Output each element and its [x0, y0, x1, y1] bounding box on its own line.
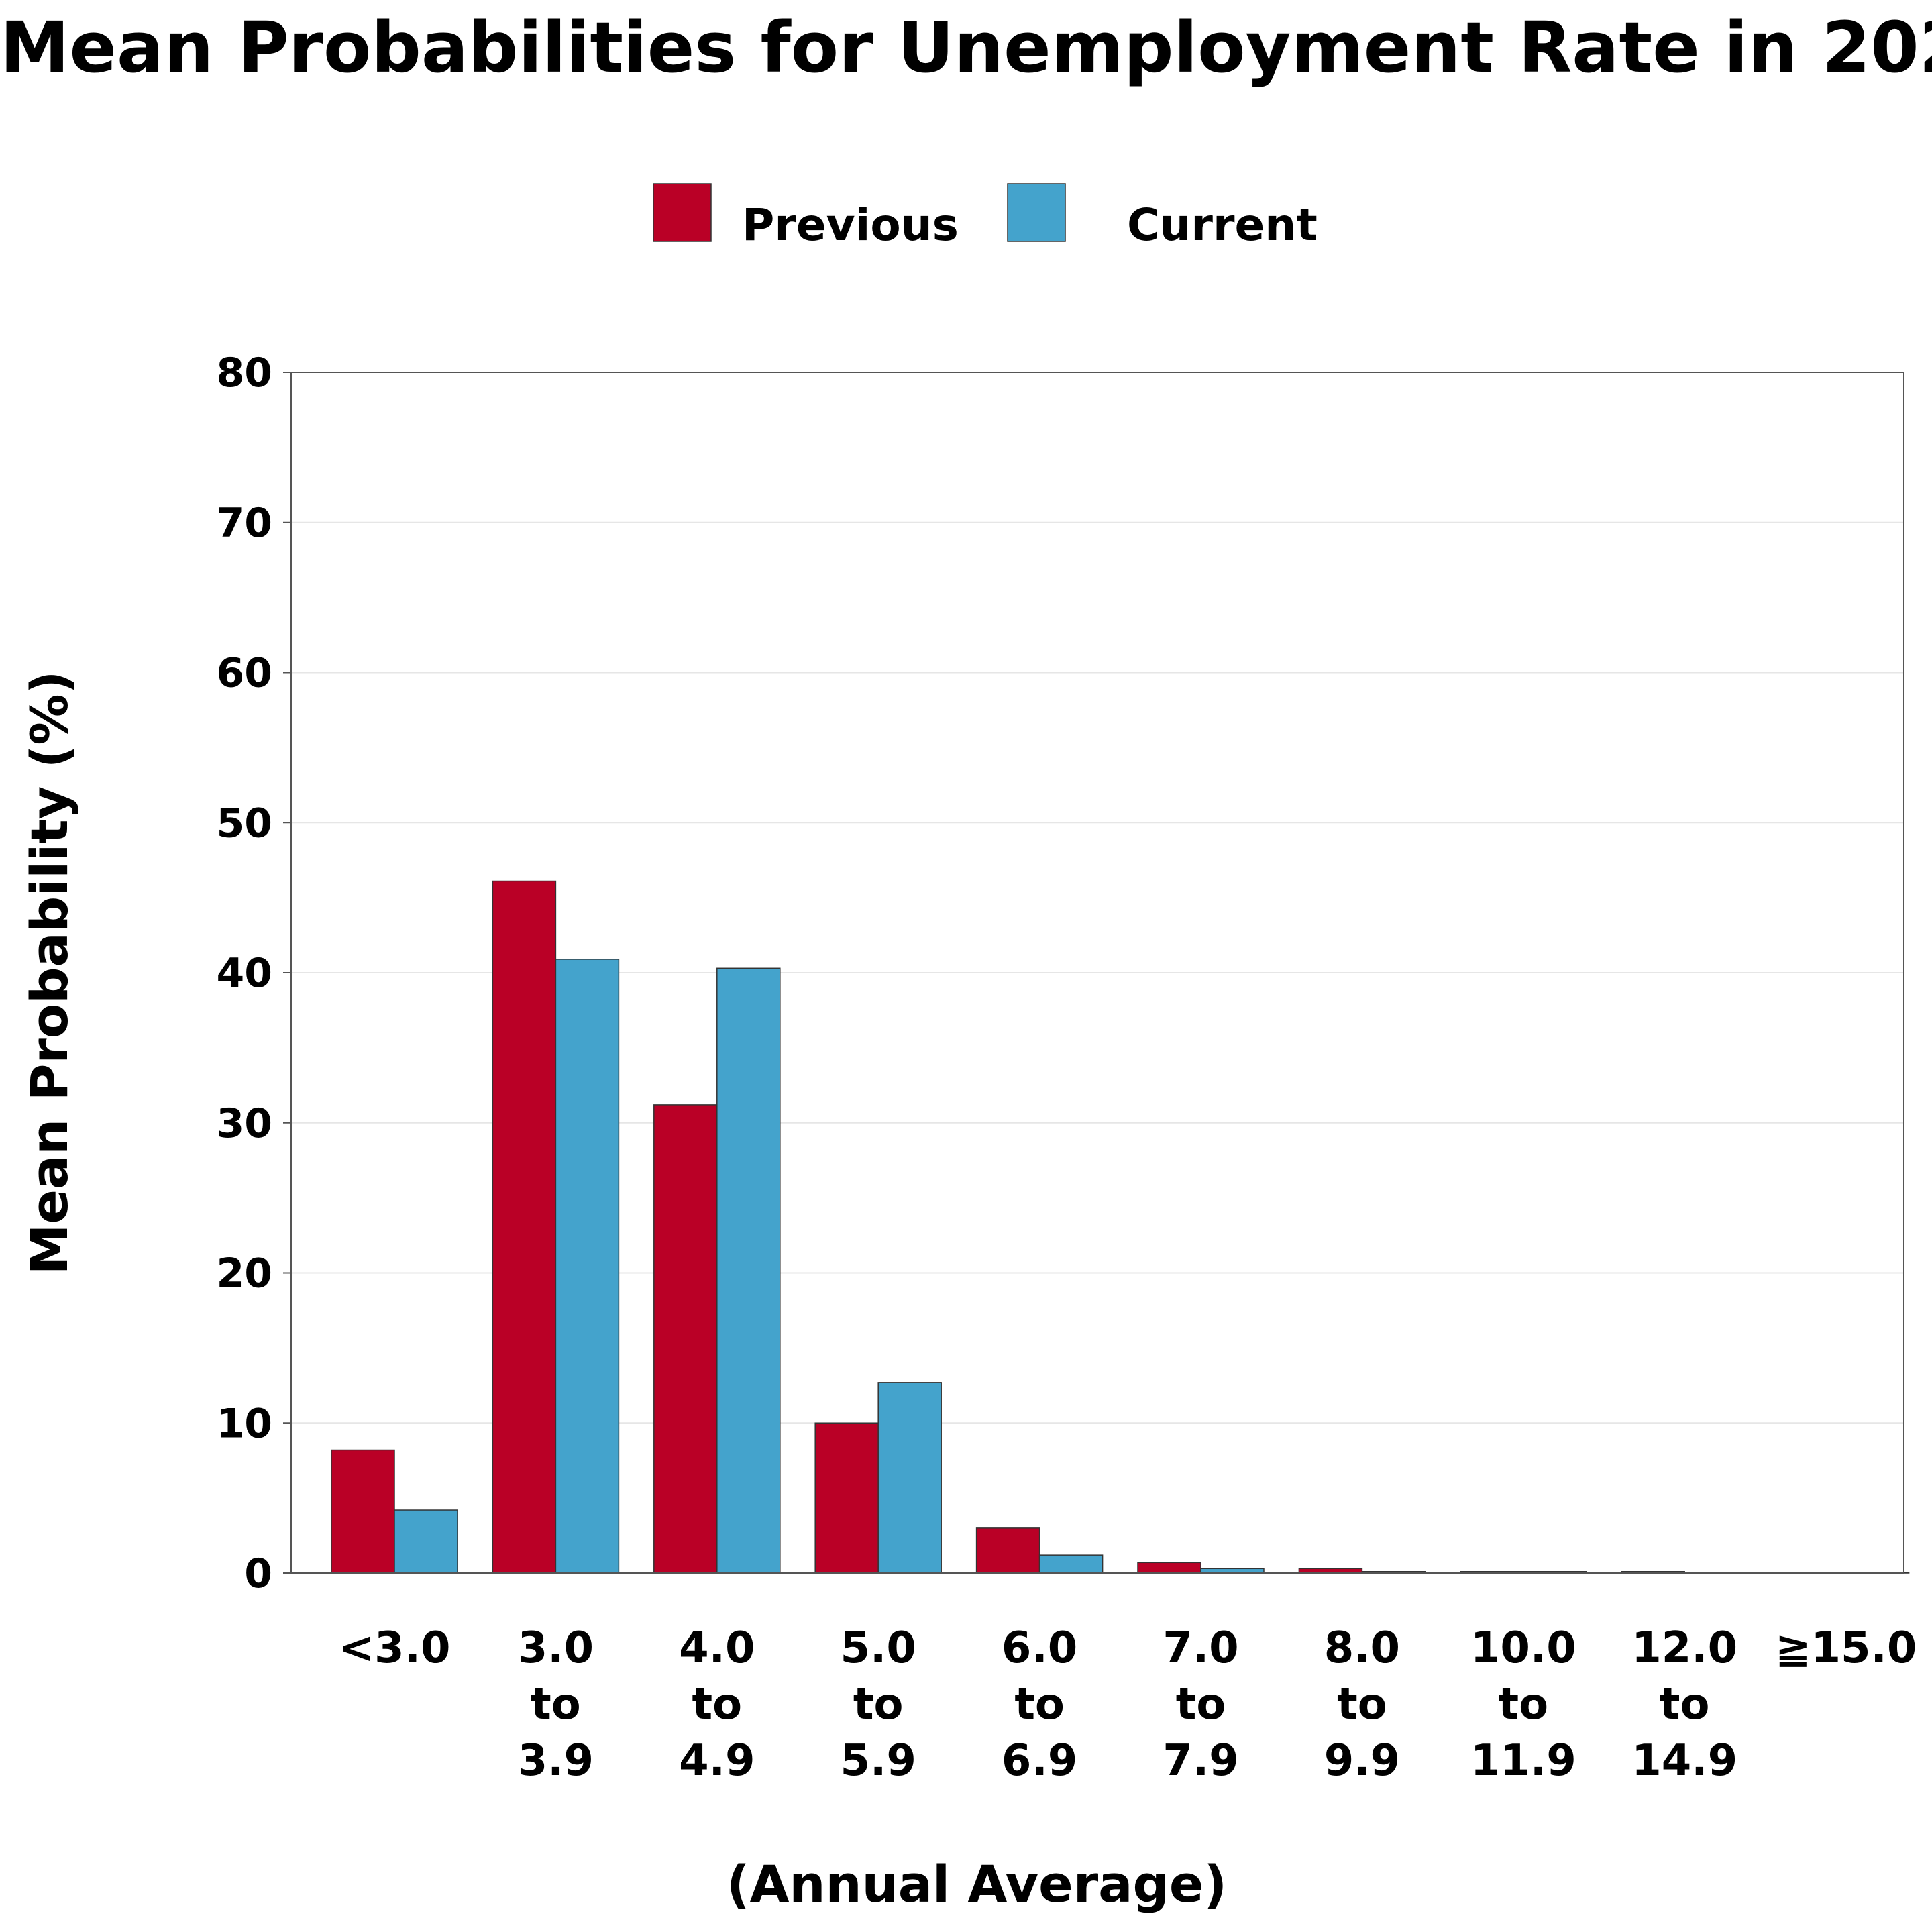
x-axis-title: (Annual Average)	[727, 1854, 1227, 1914]
y-tick-label: 80	[217, 350, 273, 396]
y-tick-label: 20	[217, 1250, 273, 1297]
bar-current-2	[716, 967, 781, 1574]
y-tick-label: 50	[217, 800, 273, 847]
y-tick-label: 70	[217, 500, 273, 547]
y-tick-label: 60	[217, 650, 273, 697]
bar-previous-0	[331, 1449, 395, 1574]
x-category-label: 6.0 to 6.9	[1002, 1623, 1077, 1786]
x-axis: <3.0 3.0 to 3.9 4.0 to 4.9 5.0 to 5.9 6.0 to 6.9 7.0 t…	[339, 1623, 1917, 1786]
x-category-label: 5.0 to 5.9	[841, 1623, 916, 1786]
y-tick-label: 10	[217, 1400, 273, 1447]
bar-previous-5	[1137, 1562, 1201, 1574]
legend-swatch-current	[1007, 183, 1066, 242]
bar-current-3	[877, 1382, 942, 1574]
x-category-label: 3.0 to 3.9	[518, 1623, 594, 1786]
y-axis-title: Mean Probability (%)	[19, 671, 79, 1275]
legend-label-current: Current	[1127, 199, 1318, 251]
y-tick-label: 40	[217, 950, 273, 997]
bar-current-4	[1038, 1554, 1104, 1574]
x-category-label: 8.0 to 9.9	[1324, 1623, 1400, 1786]
y-axis: 0 10 20 30 40 50 60 70 80	[217, 350, 291, 1597]
y-tick-label: 0	[244, 1550, 272, 1597]
x-category-label: ≧15.0	[1775, 1623, 1917, 1673]
x-category-label: <3.0	[339, 1623, 451, 1673]
x-category-label: 7.0 to 7.9	[1163, 1623, 1238, 1786]
legend-swatch-previous	[653, 183, 712, 242]
bar-previous-1	[492, 880, 557, 1574]
legend: Previous Current	[653, 183, 1318, 251]
chart-title: Mean Probabilities for Unemployment Rate…	[0, 7, 1932, 89]
bar-current-1	[555, 959, 620, 1574]
x-category-label: 12.0 to 14.9	[1631, 1623, 1737, 1786]
bar-previous-6	[1298, 1568, 1363, 1574]
y-tick-label: 30	[217, 1100, 273, 1147]
bar-previous-2	[653, 1104, 718, 1574]
x-category-label: 4.0 to 4.9	[679, 1623, 755, 1786]
bar-current-0	[394, 1509, 458, 1574]
legend-label-previous: Previous	[742, 199, 959, 251]
bar-current-5	[1200, 1568, 1265, 1574]
x-category-label: 10.0 to 11.9	[1470, 1623, 1576, 1786]
bars	[331, 880, 1910, 1574]
bar-previous-3	[814, 1422, 879, 1574]
bar-previous-4	[975, 1527, 1040, 1574]
